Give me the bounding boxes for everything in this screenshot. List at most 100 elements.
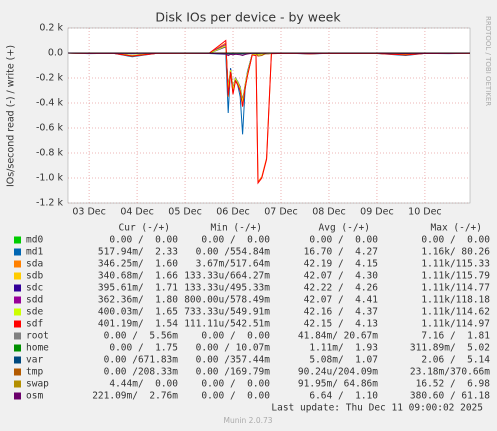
legend-name: sdd [26, 295, 43, 306]
legend-swatch [14, 392, 21, 400]
legend-stat: 16.70 / 4.27 [304, 247, 378, 258]
legend-stat: 400.03m/ 1.65 [98, 307, 178, 318]
legend-swatch [14, 248, 21, 256]
legend-swatch [14, 332, 21, 340]
legend-name: home [26, 343, 49, 354]
legend-stat: 42.07 / 4.30 [304, 271, 379, 282]
legend-stat: 0.00 / 1.75 [109, 343, 178, 354]
legend-stat: 133.33u/664.27m [184, 271, 270, 282]
x-tick-label: 04 Dec [120, 207, 154, 218]
legend-stat: 1.11k/114.77 [421, 283, 490, 294]
y-axis-label: IOs/second read (-) / write (+) [6, 45, 17, 187]
legend-swatch [14, 344, 21, 352]
legend-stat: 0.00 / 10.07m [196, 343, 271, 354]
legend-stat: 0.00 / 0.00 [201, 379, 270, 390]
legend-name: swap [26, 379, 49, 390]
legend-name: md1 [26, 247, 43, 258]
legend-stat: 0.00 / 0.00 [201, 235, 270, 246]
legend-name: tmp [26, 367, 43, 378]
legend-header: Cur (-/+) [119, 223, 170, 234]
legend-stat: 7.16 / 1.81 [421, 331, 490, 342]
x-tick-label: 05 Dec [168, 207, 202, 218]
legend-name: var [26, 355, 43, 366]
legend-stat: 6.64 / 1.10 [309, 391, 378, 402]
legend-stat: 800.00u/578.49m [184, 295, 270, 306]
legend-stat: 311.89m/ 5.02 [410, 343, 490, 354]
legend-stat: 111.11u/542.51m [184, 319, 270, 330]
footer: Munin 2.0.73 [223, 416, 272, 425]
chart-title: Disk IOs per device - by week [155, 10, 341, 25]
y-tick-label: 0.2 k [39, 23, 63, 34]
legend-name: sdb [26, 271, 43, 282]
legend-stat: 0.00 /169.79m [196, 367, 271, 378]
y-tick-label: -0.2 k [36, 73, 64, 84]
x-tick-label: 03 Dec [72, 207, 106, 218]
legend-stat: 395.61m/ 1.71 [98, 283, 178, 294]
legend-stat: 0.00 / 0.00 [201, 391, 270, 402]
legend-stat: 1.11k/118.18 [421, 295, 490, 306]
legend-stat: 733.33u/549.91m [184, 307, 270, 318]
legend-stat: 340.68m/ 1.66 [98, 271, 178, 282]
plot-frame [67, 27, 471, 204]
legend-stat: 0.00 / 5.56m [104, 331, 179, 342]
legend-stat: 517.94m/ 2.33 [98, 247, 178, 258]
y-tick-label: -0.6 k [36, 123, 64, 134]
legend-stat: 1.11m/ 1.93 [309, 343, 378, 354]
legend-swatch [14, 380, 21, 388]
y-tick-label: -1.0 k [36, 173, 64, 184]
legend-swatch [14, 236, 21, 244]
side-text: RRDTOOL / TOBI OETIKER [484, 16, 492, 106]
legend-stat: 42.15 / 4.13 [304, 319, 378, 330]
legend-stat: 91.95m/ 64.86m [298, 379, 378, 390]
legend-stat: 380.60 / 61.18 [410, 391, 490, 402]
legend-stat: 42.07 / 4.41 [304, 295, 379, 306]
legend-swatch [14, 272, 21, 280]
legend-swatch [14, 356, 21, 364]
legend-stat: 362.36m/ 1.80 [98, 295, 178, 306]
legend-header: Max (-/+) [431, 223, 482, 234]
legend-stat: 0.00 / 0.00 [201, 331, 270, 342]
legend-stat: 5.08m/ 1.07 [309, 355, 378, 366]
legend-stat: 4.44m/ 0.00 [109, 379, 178, 390]
legend-header: Avg (-/+) [319, 223, 370, 234]
legend-stat: 90.24u/204.09m [298, 367, 378, 378]
y-tick-label: -0.4 k [36, 98, 64, 109]
legend-stat: 42.16 / 4.37 [304, 307, 378, 318]
legend-stat: 0.00 /208.33m [104, 367, 179, 378]
legend-stat: 16.52 / 6.98 [416, 379, 491, 390]
y-tick-label: -1.2 k [36, 198, 64, 209]
legend-name: sde [26, 307, 43, 318]
legend-stat: 1.11k/114.62 [421, 307, 490, 318]
legend-stat: 42.22 / 4.26 [304, 283, 379, 294]
legend-stat: 346.25m/ 1.60 [98, 259, 178, 270]
legend-stat: 0.00 /554.84m [196, 247, 271, 258]
legend-stat: 1.11k/114.97 [421, 319, 490, 330]
x-tick-label: 07 Dec [264, 207, 298, 218]
legend-name: md0 [26, 235, 43, 246]
legend-name: sda [26, 259, 43, 270]
x-tick-label: 08 Dec [312, 207, 346, 218]
legend-name: sdf [26, 319, 43, 330]
x-tick-label: 06 Dec [216, 207, 250, 218]
y-tick-label: -0.8 k [36, 148, 64, 159]
legend-stat: 2.06 / 5.14 [421, 355, 490, 366]
legend-stat: 1.11k/115.33 [421, 259, 490, 270]
legend-swatch [14, 368, 21, 376]
legend-stat: 133.33u/495.33m [184, 283, 270, 294]
legend-stat: 42.19 / 4.15 [304, 259, 378, 270]
legend-header: Min (-/+) [211, 223, 262, 234]
legend-stat: 401.19m/ 1.54 [98, 319, 178, 330]
legend-stat: 3.67m/517.64m [196, 259, 271, 270]
legend-stat: 221.09m/ 2.76m [92, 391, 178, 402]
x-tick-label: 09 Dec [360, 207, 394, 218]
legend-stat: 23.18m/370.66m [410, 367, 490, 378]
legend-stat: 0.00 / 0.00 [109, 235, 178, 246]
x-tick-label: 10 Dec [408, 207, 442, 218]
legend-stat: 41.84m/ 20.67m [298, 331, 378, 342]
legend-name: sdc [26, 283, 43, 294]
legend-stat: 0.00 / 0.00 [421, 235, 490, 246]
y-tick-label: 0.0 [48, 48, 63, 59]
legend-swatch [14, 296, 21, 304]
